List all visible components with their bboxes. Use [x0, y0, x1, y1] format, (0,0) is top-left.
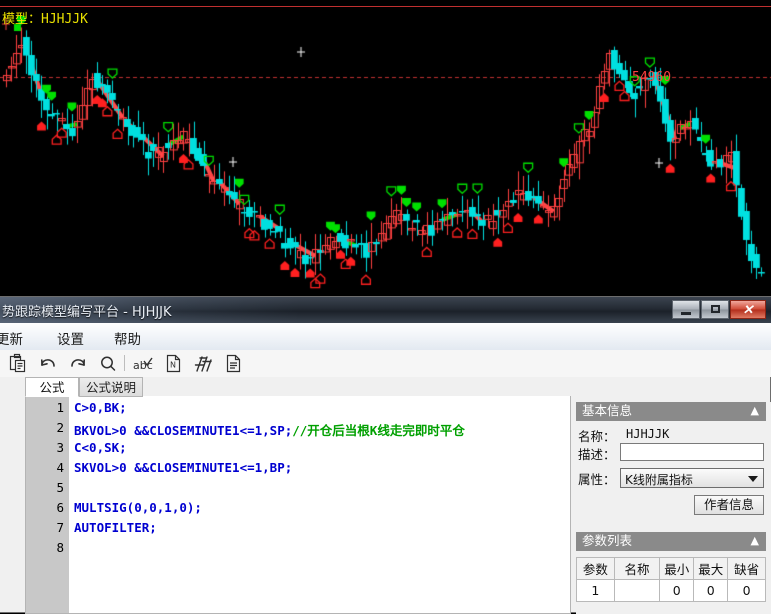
search-icon[interactable]: [96, 352, 120, 375]
param-column-header: 参数: [576, 557, 615, 580]
undo-icon[interactable]: [36, 352, 60, 375]
menu-item-help[interactable]: 帮助: [114, 332, 141, 348]
param-column-header: 最小: [659, 557, 695, 580]
code-comment: //开仓后当根K线走完即时平仓: [292, 423, 465, 438]
name-label: 名称：: [578, 429, 616, 444]
minimize-icon: [673, 301, 699, 318]
toolbar: abc N: [0, 350, 771, 377]
line-number-gutter: 1 2 3 4 5 6 7 8: [26, 396, 69, 613]
window-title: 势跟踪模型编写平台 - HJHJJK: [2, 305, 172, 320]
close-icon: ✕: [742, 302, 754, 317]
param-cell[interactable]: [613, 579, 661, 602]
line-number: 3: [56, 440, 64, 455]
line-number: 8: [56, 540, 64, 555]
line-number: 4: [56, 460, 64, 475]
name-value: HJHJJK: [626, 427, 670, 441]
spellcheck-abc-icon[interactable]: abc: [131, 352, 155, 375]
window-titlebar[interactable]: 势跟踪模型编写平台 - HJHJJK ✕: [0, 297, 771, 323]
code-editor[interactable]: 1 2 3 4 5 6 7 8 C>0,BK; BKVOL>0 &&CLOSEMINUTE1<=…: [25, 396, 571, 614]
price-level-label: 54960: [632, 70, 672, 85]
code-line[interactable]: BKVOL>0 &&CLOSEMINUTE1<=1,SP;//开仓后当根K线走完…: [74, 423, 465, 438]
tab-formula-description[interactable]: 公式说明: [79, 377, 143, 397]
menu-bar: 更新 设置 帮助: [0, 323, 771, 351]
author-info-button[interactable]: 作者信息: [694, 495, 764, 515]
maximize-button[interactable]: [701, 300, 729, 319]
attribute-select[interactable]: K线附属指标: [620, 468, 764, 488]
param-column-header: 最大: [693, 557, 729, 580]
code-line[interactable]: SKVOL>0 &&CLOSEMINUTE1<=1,BP;: [74, 460, 293, 475]
menu-item-settings[interactable]: 设置: [57, 332, 84, 348]
svg-text:abc: abc: [133, 359, 153, 372]
menu-item-update[interactable]: 更新: [0, 332, 23, 348]
paste-icon[interactable]: [6, 352, 30, 375]
code-line[interactable]: C>0,BK;: [74, 400, 127, 415]
toolbar-separator: [124, 355, 125, 371]
description-input[interactable]: [620, 443, 764, 461]
new-document-icon[interactable]: N: [161, 352, 185, 375]
param-column-header: 名称: [613, 557, 661, 580]
param-table-header-row: 参数 名称 最小 最大 缺省: [576, 557, 766, 580]
attribute-selected-value: K线附属指标: [625, 473, 693, 487]
param-cell[interactable]: 0: [659, 579, 695, 602]
indicator-settings-icon[interactable]: [191, 352, 215, 375]
candlestick-chart[interactable]: [0, 0, 771, 300]
minimize-button[interactable]: [672, 300, 700, 319]
tab-strip: 公式 公式说明: [25, 377, 771, 397]
line-number: 5: [56, 480, 64, 495]
titlebar-highlight: [0, 297, 300, 323]
param-cell[interactable]: 0: [693, 579, 729, 602]
basic-info-title: 基本信息: [582, 403, 633, 418]
chart-application: 模型：HJHJJK 54960: [0, 0, 771, 300]
line-number: 1: [56, 400, 64, 415]
description-label: 描述：: [578, 447, 616, 462]
basic-info-header[interactable]: 基本信息 ▲: [576, 402, 766, 421]
code-line[interactable]: AUTOFILTER;: [74, 520, 157, 535]
code-line[interactable]: C<0,SK;: [74, 440, 127, 455]
chart-title: 模型：HJHJJK: [2, 12, 88, 27]
chevron-up-icon-params[interactable]: ▲: [750, 534, 759, 547]
svg-text:N: N: [170, 361, 176, 370]
param-list-header[interactable]: 参数列表 ▲: [576, 532, 766, 551]
tab-formula[interactable]: 公式: [25, 377, 79, 397]
chevron-down-icon[interactable]: [748, 476, 758, 482]
document-icon[interactable]: [221, 352, 245, 375]
line-number: 6: [56, 500, 64, 515]
chart-top-divider: [0, 6, 771, 7]
param-column-header: 缺省: [727, 557, 766, 580]
param-list-title: 参数列表: [582, 533, 633, 548]
maximize-icon: [702, 301, 728, 318]
formula-editor-window: 势跟踪模型编写平台 - HJHJJK ✕ 更新 设置 帮助: [0, 296, 771, 614]
line-number: 7: [56, 520, 64, 535]
param-cell[interactable]: 1: [576, 579, 615, 602]
attribute-label: 属性：: [578, 472, 616, 487]
chevron-up-icon[interactable]: ▲: [750, 404, 759, 417]
redo-icon[interactable]: [66, 352, 90, 375]
param-cell[interactable]: 0: [727, 579, 766, 602]
line-number: 2: [56, 420, 64, 435]
properties-panel: 基本信息 ▲ 名称： HJHJJK 描述： 属性： K线附属指标 作者信息 参数…: [576, 402, 771, 614]
code-line[interactable]: MULTSIG(0,0,1,0);: [74, 500, 202, 515]
close-button[interactable]: ✕: [730, 300, 766, 319]
